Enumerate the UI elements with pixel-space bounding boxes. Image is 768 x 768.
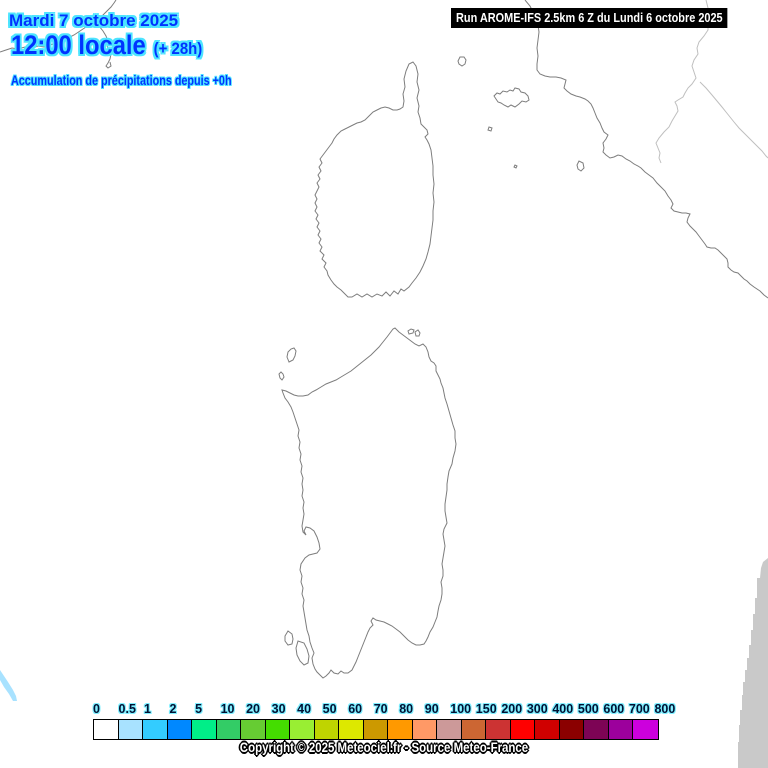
legend-tick-label: 50 [322,702,337,716]
precipitation-patch [0,670,17,701]
legend-tick-label: 200 [501,702,523,716]
legend-tick-label: 150 [475,702,497,716]
legend-tick-label: 70 [373,702,388,716]
legend-tick-label: 500 [577,702,599,716]
legend-cell [633,720,658,739]
legend-tick-label: 40 [297,702,312,716]
legend-tick-label: 400 [552,702,574,716]
island-maddalena-2 [414,329,421,337]
legend-cell [314,720,340,739]
legend-cell [363,720,389,739]
island-elba [493,87,530,108]
island-maddalena [407,328,415,335]
forecast-offset-label: (+ 28h) [153,39,203,58]
legend-tick-label: 10 [220,702,235,716]
legend-cell [290,720,315,739]
legend-tick-label: 2 [169,702,177,716]
island-pianosa [487,126,493,132]
legend-cell [167,720,193,739]
legend-tick-label: 600 [603,702,625,716]
copyright-label: Copyright © 2025 Meteociel.fr - Source M… [239,740,529,755]
legend-tick-label: 60 [348,702,363,716]
valid-time-label: 12:00 locale (+ 28h) [11,30,202,61]
legend-tick-label: 1 [144,702,151,716]
legend-tick-label: 0.5 [118,702,136,716]
parameter-title: Accumulation de précipitations depuis +0… [11,73,232,88]
legend-tick-label: 30 [271,702,286,716]
legend-tick-label: 20 [246,702,261,716]
legend-cell [339,720,364,739]
coastline-france [0,0,117,53]
legend-cell [241,720,266,739]
legend-cell [216,720,242,739]
legend-cell [461,720,487,739]
legend-cell [192,720,217,739]
coastline-sardinia [281,327,457,679]
legend-cell [584,720,609,739]
island-capraia [457,56,467,67]
island-asinara-2 [278,371,285,381]
date-label: Mardi 7 octobre 2025 [9,11,179,30]
island-giglio [576,160,585,172]
legend-cell [118,720,144,739]
legend-cell [143,720,168,739]
coastline-corsica [314,61,435,298]
island-san-pietro [284,630,294,646]
coastline-italy [524,0,768,299]
legend-tick-label: 800 [654,702,676,716]
legend-cell [412,720,438,739]
island-speck [513,164,518,169]
legend-tick-label: 300 [526,702,548,716]
run-banner: Run AROME-IFS 2.5km 6 Z du Lundi 6 octob… [451,8,728,28]
legend-tick-label: 90 [424,702,439,716]
legend-cell [535,720,560,739]
legend-cell [388,720,413,739]
local-time-text: 12:00 locale [11,30,146,60]
legend-color-bar [93,719,659,740]
legend-cell [559,720,585,739]
island-sant-antioco [295,640,310,666]
legend-cell [265,720,291,739]
legend-tick-label: 5 [195,702,203,716]
river-line-2 [699,81,768,159]
legend-cell [437,720,462,739]
legend-cell [94,720,119,739]
legend-tick-label: 80 [399,702,414,716]
legend-cell [510,720,536,739]
legend-tick-label: 100 [450,702,472,716]
model-domain-boundary [738,558,768,768]
legend-cell [486,720,511,739]
river-line-1 [655,0,709,164]
legend-tick-label: 0 [93,702,100,716]
coastline-france-peninsula [95,20,112,69]
legend-tick-label: 700 [628,702,650,716]
island-asinara [286,347,297,363]
legend-cell [608,720,634,739]
